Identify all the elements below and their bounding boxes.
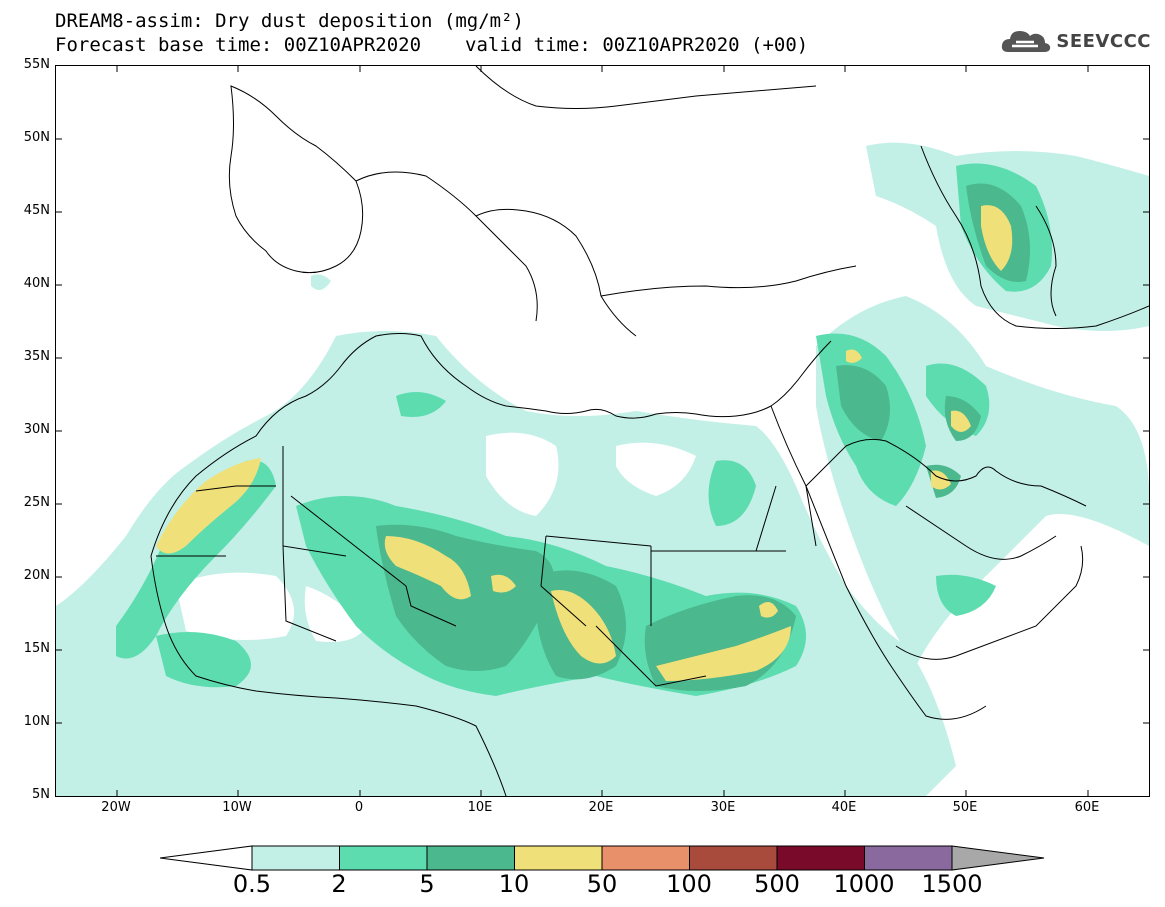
time-info: Forecast base time: 00Z10APR2020 valid ti… [55, 34, 808, 56]
lat-label: 50N [23, 130, 50, 145]
lon-label: 40E [831, 800, 857, 815]
lat-label: 40N [23, 276, 50, 291]
lon-label: 60E [1074, 800, 1100, 815]
colorbar-swatch [689, 845, 778, 871]
coastlines [150, 66, 1149, 796]
colorbar-label: 1000 [833, 870, 895, 898]
lat-label: 5N [32, 787, 50, 802]
lat-label: 35N [23, 349, 50, 364]
colorbar [160, 845, 1045, 871]
dust-deposition-map [56, 66, 1149, 796]
dust-level-10 [156, 205, 1013, 681]
colorbar-swatch [251, 845, 340, 871]
logo-text: SEEVCCC [1056, 30, 1151, 52]
colorbar-label: 1500 [921, 870, 983, 898]
colorbar-swatch [601, 845, 690, 871]
colorbar-label: 500 [754, 870, 800, 898]
map-title: DREAM8-assim: Dry dust deposition (mg/m²… [55, 10, 524, 32]
dust-map [55, 65, 1150, 797]
lon-label: 10E [467, 800, 493, 815]
lon-label: 20E [588, 800, 614, 815]
colorbar-swatch [426, 845, 515, 871]
colorbar-label: 5 [419, 870, 435, 898]
cloud-icon [1002, 31, 1051, 52]
colorbar-swatch [951, 845, 1045, 871]
lon-label: 20W [101, 800, 131, 815]
colorbar-label: 0.5 [232, 870, 272, 898]
colorbar-swatch [776, 845, 865, 871]
lon-label: 10W [222, 800, 252, 815]
colorbar-swatch [864, 845, 953, 871]
lat-label: 55N [23, 57, 50, 72]
lon-label: 50E [952, 800, 978, 815]
lat-label: 45N [23, 203, 50, 218]
colorbar-label: 10 [498, 870, 530, 898]
lat-label: 15N [23, 641, 50, 656]
colorbar-swatch [514, 845, 603, 871]
lat-label: 20N [23, 568, 50, 583]
colorbar-label: 100 [666, 870, 712, 898]
lat-label: 25N [23, 495, 50, 510]
lat-label: 30N [23, 422, 50, 437]
lat-label: 10N [23, 714, 50, 729]
lon-label: 0 [354, 800, 364, 815]
base-time: Forecast base time: 00Z10APR2020 [55, 34, 422, 56]
lon-label: 30E [710, 800, 736, 815]
axis-ticks [56, 66, 1149, 796]
dust-gaps [176, 382, 776, 642]
colorbar-label: 50 [586, 870, 618, 898]
seevccc-logo: SEEVCCC [1000, 26, 1151, 56]
colorbar-label: 2 [331, 870, 347, 898]
valid-time: valid time: 00Z10APR2020 (+00) [465, 34, 809, 56]
colorbar-swatch [339, 845, 428, 871]
